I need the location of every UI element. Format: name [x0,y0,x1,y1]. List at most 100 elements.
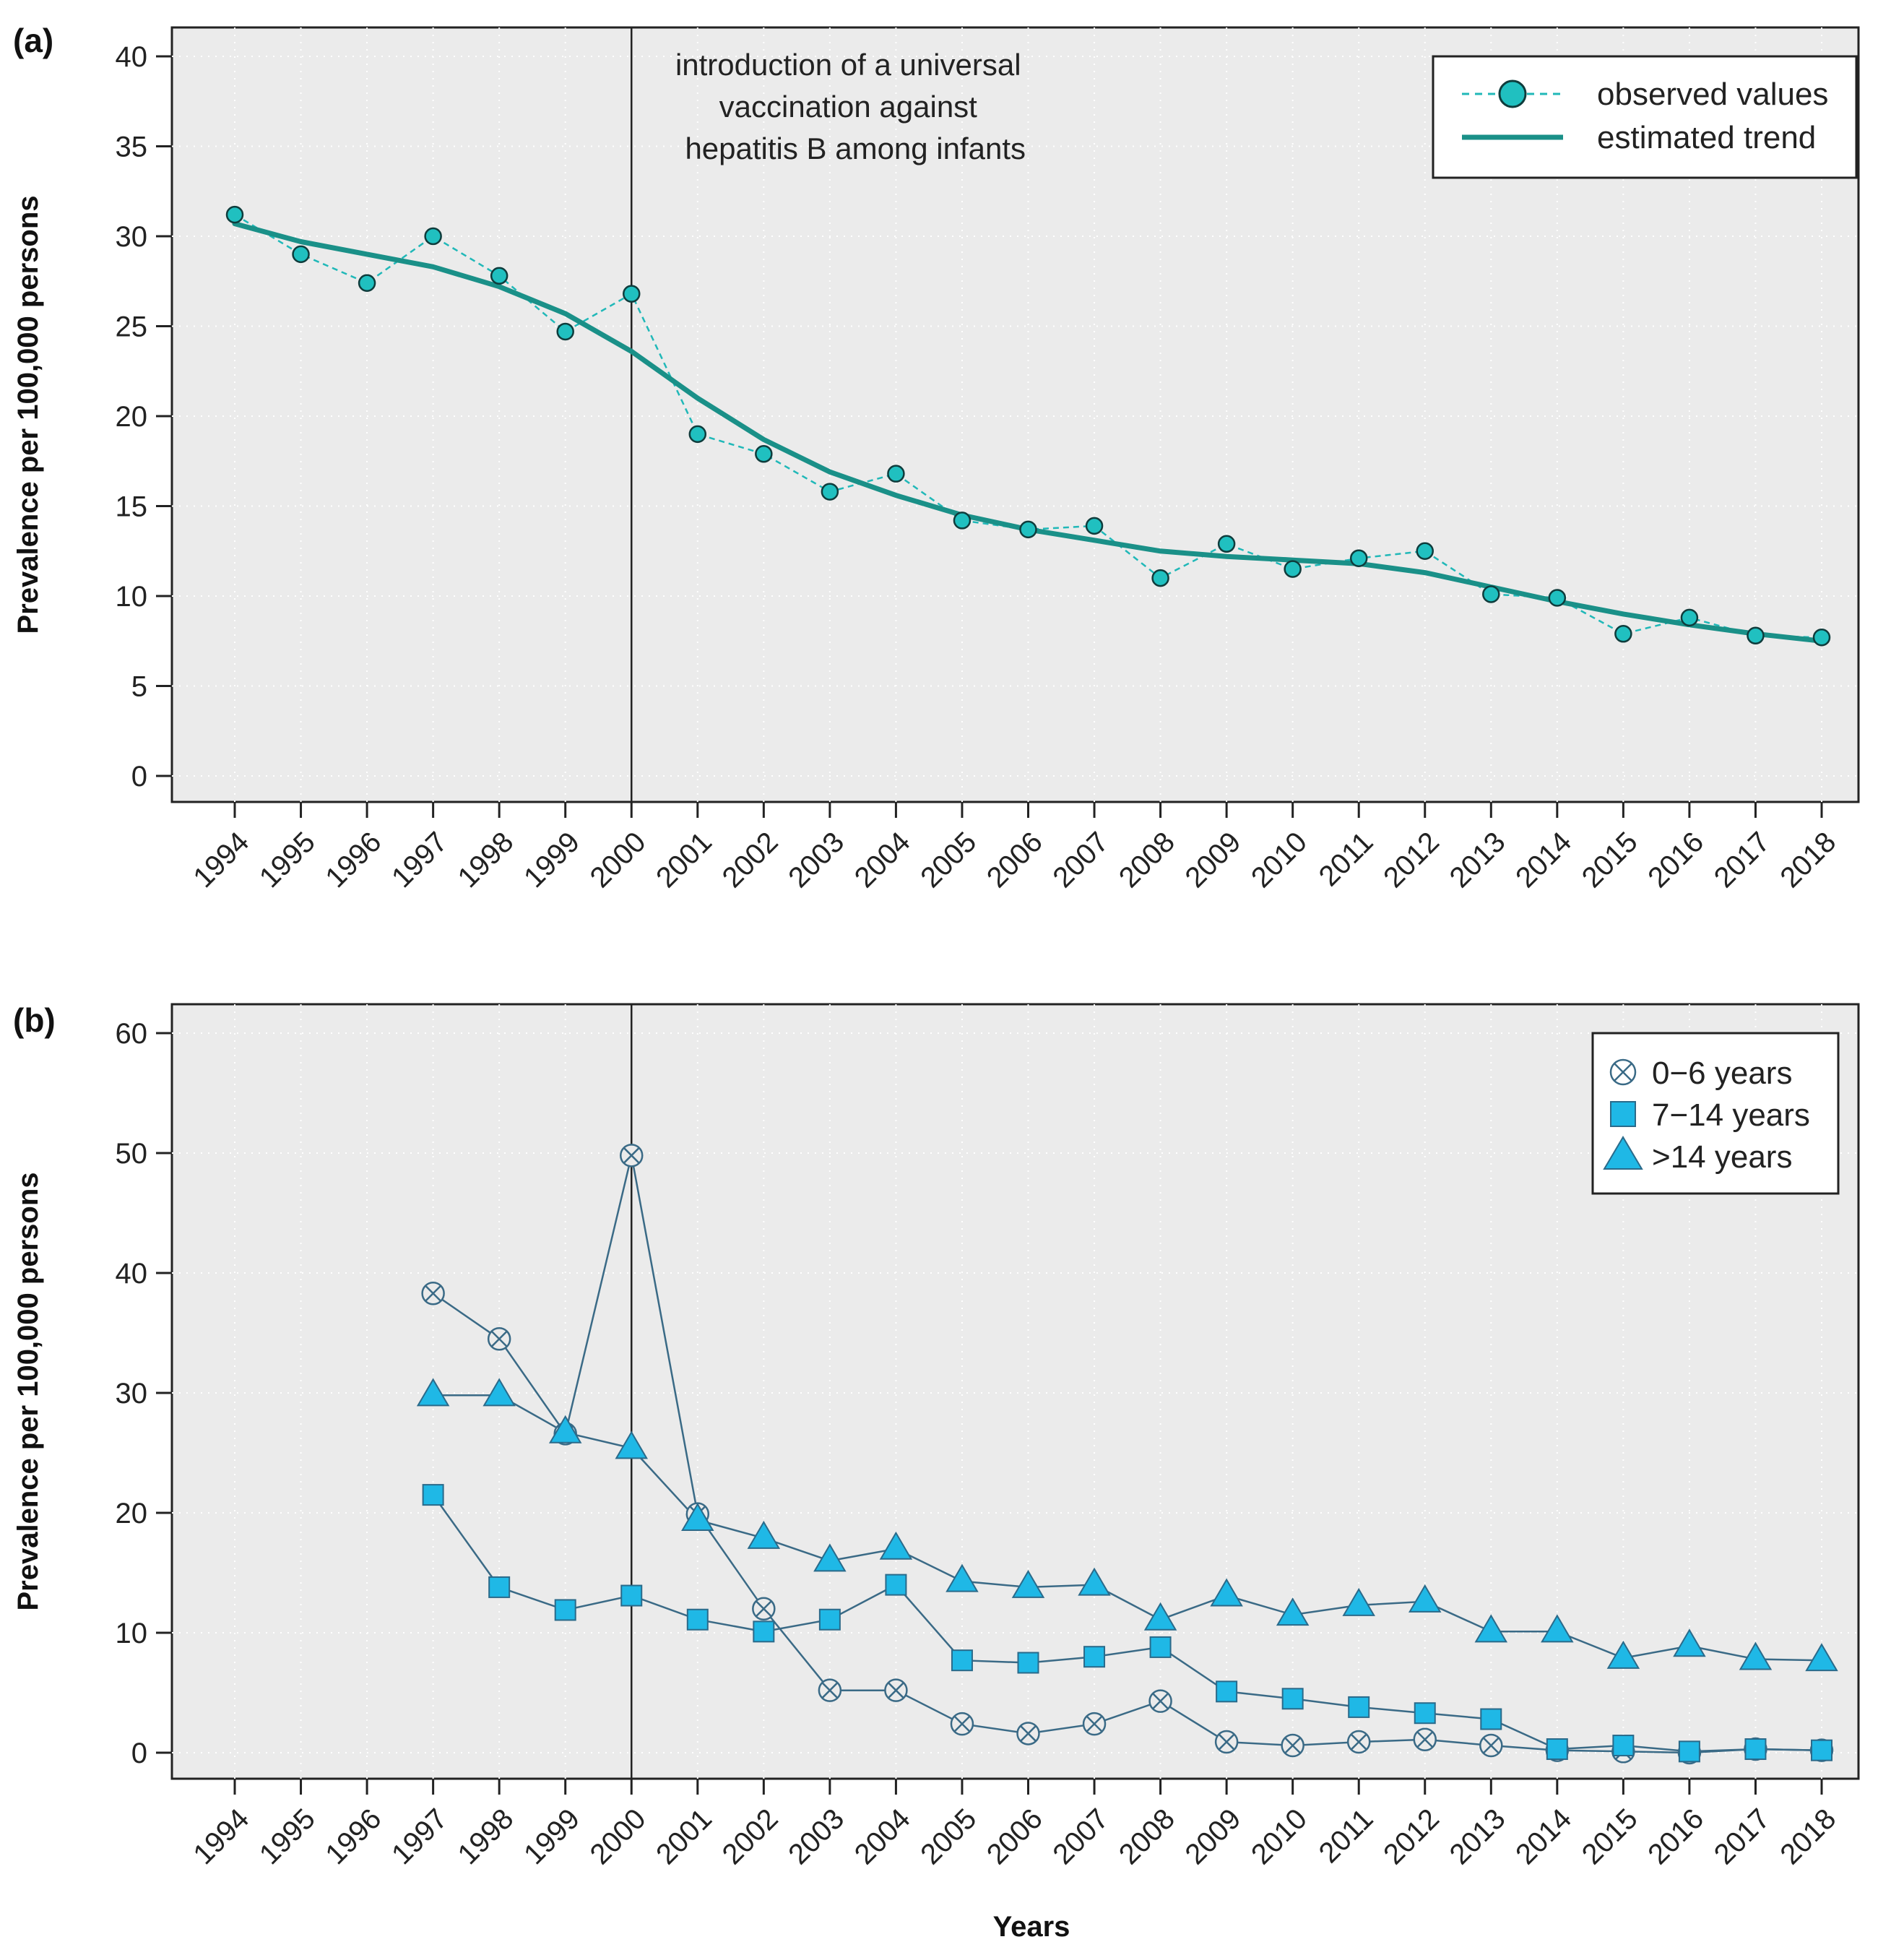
point-7-14 [686,1608,709,1631]
point-over-14 [483,1378,516,1407]
point-0-6 [818,1678,842,1702]
x-tick-label: 1995 [254,826,321,894]
point-over-14 [548,1415,582,1443]
point-0-6 [620,1144,644,1168]
annotation-line: hepatitis B among infants [685,131,1026,165]
x-tick-label: 2013 [1444,1803,1512,1870]
point-0-6 [1082,1712,1107,1736]
panel-b-legend: 0−6 years 7−14 years >14 years [1591,1032,1840,1195]
x-tick-label: 2006 [981,826,1049,894]
x-tick-label: 2000 [584,1803,652,1870]
panel-b-plot-area [170,1003,1860,1780]
point-over-14 [1541,1614,1574,1643]
point-0-6 [1413,1727,1437,1751]
x-tick-label: 2003 [782,1803,850,1870]
legend-7-14-marker [1610,1101,1636,1127]
x-tick-label: 2018 [1774,826,1842,894]
x-tick-label: 2012 [1377,826,1445,894]
point-0-6-cross [1416,1731,1434,1748]
x-tick-label: 2015 [1576,826,1644,894]
x-tick-label: 2017 [1708,1803,1776,1870]
point-7-14 [951,1649,973,1672]
x-tick-label: 2018 [1774,1803,1842,1870]
point-7-14 [1612,1735,1635,1757]
observed-point [292,245,310,264]
observed-point [821,483,839,501]
observed-point [953,512,972,530]
x-tick-label: 2008 [1113,1803,1181,1870]
observed-point [225,205,244,224]
point-over-14 [1805,1643,1838,1672]
y-tick-label: 40 [116,41,148,73]
point-over-14 [615,1430,648,1459]
x-tick-label: 2010 [1245,1803,1313,1870]
point-over-14 [945,1563,979,1592]
panel-a: 0 5 10 15 20 25 30 35 40 19941995199619971998199… [12,22,1860,894]
point-0-6-cross [1350,1733,1367,1751]
x-tick-label: 2016 [1642,1803,1710,1870]
point-0-6-cross [953,1715,971,1732]
x-tick-label: 2010 [1245,826,1313,894]
point-7-14 [753,1620,775,1643]
x-tick-label: 1994 [187,826,255,894]
point-0-6-cross [1218,1733,1235,1751]
y-tick-label: 35 [116,131,148,163]
x-tick-label: 2014 [1510,826,1578,894]
legend-label: >14 years [1652,1139,1792,1175]
point-7-14 [1811,1739,1832,1761]
observed-point [1548,589,1567,607]
legend-observed-marker [1498,79,1527,108]
point-7-14 [1216,1680,1238,1703]
point-7-14 [885,1574,907,1596]
observed-point [424,227,442,246]
point-7-14 [620,1584,643,1607]
point-0-6-cross [425,1285,442,1302]
point-0-6 [950,1712,974,1736]
observed-point [1019,520,1037,539]
observed-point [1217,535,1236,553]
x-tick-label: 2002 [717,1803,784,1870]
point-over-14 [1276,1597,1310,1626]
y-tick-label: 60 [116,1018,148,1050]
panel-a-y-axis: 0 5 10 15 20 25 30 35 40 [116,41,172,793]
point-0-6-cross [1152,1693,1169,1710]
point-7-14 [1149,1636,1172,1658]
legend-trend-label: estimated trend [1597,120,1816,155]
x-tick-label: 1996 [319,1803,387,1870]
x-tick-label: 1998 [451,1803,519,1870]
series-line [433,1394,1822,1662]
y-tick-label: 5 [131,671,147,703]
point-7-14 [1281,1688,1304,1710]
y-tick-label: 0 [131,1738,147,1769]
y-tick-label: 25 [116,311,148,343]
series-line [432,1494,1822,1753]
x-tick-label: 1996 [319,826,387,894]
y-tick-label: 30 [116,1378,148,1410]
x-tick-label: 2009 [1179,1803,1247,1870]
point-0-6-cross [1284,1737,1302,1754]
panel-a-x-axis: 1994199519961997199819992000200120022003… [187,802,1842,894]
point-0-6-cross [1020,1725,1037,1742]
x-tick-label: 1999 [518,826,586,894]
observed-point [1349,549,1368,567]
point-over-14 [813,1543,847,1572]
y-tick-label: 10 [116,1618,148,1649]
x-tick-label: 2007 [1047,1803,1115,1870]
y-tick-label: 15 [116,491,148,523]
point-over-14 [747,1520,781,1549]
point-7-14 [1017,1652,1039,1674]
panel-a-annotation: introduction of a universal vaccination a… [675,48,1026,165]
observed-point [688,425,707,444]
legend-label: 0−6 years [1652,1056,1792,1091]
point-0-6 [1346,1730,1371,1754]
observed-point [887,465,905,483]
observed-point [1614,625,1632,643]
x-tick-label: 2015 [1576,1803,1644,1870]
y-tick-label: 20 [116,1498,148,1529]
point-7-14 [488,1576,511,1598]
x-tick-label: 2006 [981,1803,1049,1870]
panel-b-y-axis-title: Prevalence per 100,000 persons [12,1172,44,1610]
x-tick-label: 2004 [849,826,917,894]
point-0-6-cross [1482,1737,1500,1754]
y-tick-label: 0 [131,761,147,793]
